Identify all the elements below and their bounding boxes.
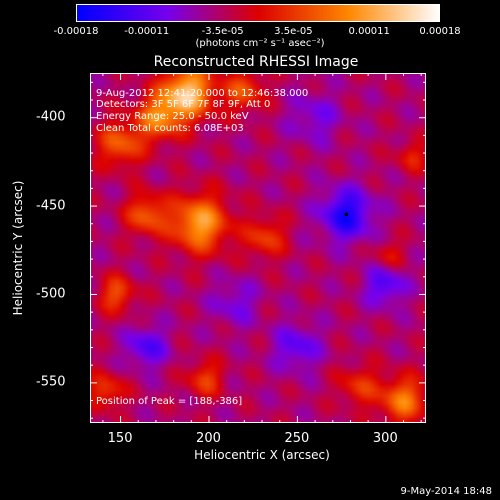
info-time-range: 9-Aug-2012 12:41:20.000 to 12:46:38.000 (96, 88, 309, 99)
info-detectors: Detectors: 3F 5F 6F 7F 8F 9F, Att 0 (96, 99, 271, 110)
x-tick-label: 200 (196, 431, 221, 446)
colorbar-tick-label: 3.5e-05 (274, 26, 313, 37)
y-tick-label: -450 (36, 198, 66, 214)
colorbar-tick-label: -3.5e-05 (201, 26, 244, 37)
info-clean-counts: Clean Total counts: 6.08E+03 (96, 123, 244, 134)
heatmap-image (90, 73, 426, 423)
colorbar (76, 4, 440, 22)
colorbar-tick-label: 0.00011 (348, 26, 390, 37)
x-tick-label: 250 (284, 431, 310, 446)
timestamp: 9-May-2014 18:48 (400, 486, 492, 497)
y-axis-label: Heliocentric Y (arcsec) (11, 180, 25, 316)
info-energy-range: Energy Range: 25.0 - 50.0 keV (96, 111, 249, 122)
colorbar-tick-label: -0.00018 (53, 26, 99, 37)
plot-area (90, 73, 426, 423)
axis-ticks (90, 73, 426, 423)
colorbar-units: (photons cm⁻² s⁻¹ asec⁻²) (195, 38, 325, 49)
x-axis-label: Heliocentric X (arcsec) (194, 448, 330, 462)
y-tick-label: -550 (36, 374, 66, 390)
y-tick-label: -500 (36, 286, 66, 302)
y-tick-label: -400 (36, 109, 66, 125)
colorbar-tick-label: 0.00018 (419, 26, 461, 37)
chart-title: Reconstructed RHESSI Image (153, 54, 359, 70)
peak-position-label: Position of Peak = [188,-386] (96, 396, 243, 407)
x-tick-label: 150 (107, 431, 133, 446)
colorbar-tick-label: -0.00011 (124, 26, 170, 37)
x-tick-label: 300 (372, 431, 398, 446)
plot-frame (90, 73, 426, 423)
peak-marker (344, 212, 349, 217)
